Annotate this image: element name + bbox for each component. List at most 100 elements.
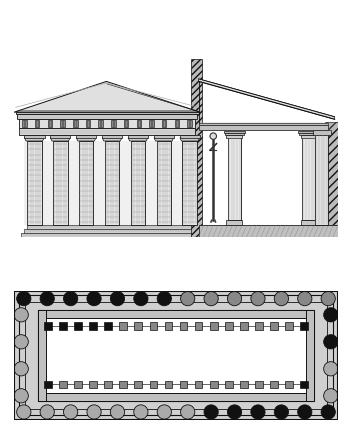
Circle shape bbox=[40, 292, 54, 306]
Circle shape bbox=[157, 405, 171, 419]
Bar bbox=[59, 322, 67, 330]
Bar bbox=[38, 310, 314, 318]
Bar bbox=[102, 135, 122, 138]
Bar bbox=[105, 322, 112, 330]
Circle shape bbox=[157, 292, 171, 306]
Bar bbox=[187, 120, 192, 128]
Polygon shape bbox=[14, 81, 200, 112]
Bar bbox=[128, 135, 148, 138]
Bar bbox=[74, 322, 82, 330]
Bar bbox=[76, 135, 96, 138]
Circle shape bbox=[227, 292, 242, 306]
Bar bbox=[154, 135, 174, 138]
Bar bbox=[27, 225, 325, 229]
Bar bbox=[16, 112, 199, 114]
Bar bbox=[285, 322, 293, 330]
Bar bbox=[60, 120, 65, 128]
Bar bbox=[89, 322, 97, 330]
Bar bbox=[195, 322, 202, 330]
Bar bbox=[300, 322, 308, 330]
Bar bbox=[89, 381, 97, 389]
Bar bbox=[270, 381, 278, 389]
Bar bbox=[38, 392, 314, 401]
Bar bbox=[19, 128, 195, 135]
Bar bbox=[165, 322, 172, 330]
Bar bbox=[150, 322, 157, 330]
Circle shape bbox=[321, 405, 335, 419]
Bar bbox=[199, 122, 328, 125]
Polygon shape bbox=[128, 138, 148, 141]
Bar bbox=[199, 125, 328, 130]
Bar bbox=[255, 381, 263, 389]
Bar bbox=[180, 135, 200, 138]
Circle shape bbox=[324, 335, 338, 349]
Bar bbox=[24, 135, 44, 138]
Bar bbox=[226, 220, 243, 225]
Bar bbox=[73, 120, 77, 128]
Circle shape bbox=[17, 292, 31, 306]
Bar bbox=[149, 120, 154, 128]
Circle shape bbox=[181, 292, 195, 306]
Bar bbox=[240, 322, 247, 330]
Bar bbox=[119, 322, 127, 330]
Circle shape bbox=[298, 292, 312, 306]
Circle shape bbox=[14, 362, 28, 376]
Bar bbox=[240, 381, 247, 389]
Bar bbox=[175, 120, 179, 128]
Circle shape bbox=[134, 292, 148, 306]
Circle shape bbox=[204, 292, 218, 306]
Bar bbox=[298, 131, 319, 132]
Circle shape bbox=[274, 405, 289, 419]
Bar bbox=[19, 119, 195, 128]
Bar bbox=[210, 381, 218, 389]
Circle shape bbox=[251, 405, 265, 419]
Bar bbox=[20, 233, 332, 237]
Circle shape bbox=[251, 292, 265, 306]
Bar bbox=[226, 135, 243, 138]
Polygon shape bbox=[50, 138, 70, 141]
Bar bbox=[44, 381, 52, 389]
Bar bbox=[313, 130, 331, 135]
Bar bbox=[24, 229, 328, 233]
Circle shape bbox=[110, 292, 125, 306]
Circle shape bbox=[181, 405, 195, 419]
Bar bbox=[86, 120, 90, 128]
Circle shape bbox=[63, 292, 78, 306]
Bar bbox=[199, 225, 338, 237]
Bar bbox=[165, 381, 172, 389]
Bar bbox=[300, 381, 308, 389]
Circle shape bbox=[227, 405, 242, 419]
Circle shape bbox=[110, 405, 125, 419]
Bar bbox=[162, 120, 166, 128]
Bar bbox=[44, 322, 52, 330]
Polygon shape bbox=[76, 138, 96, 141]
Circle shape bbox=[14, 389, 28, 403]
Bar bbox=[190, 59, 202, 237]
Bar bbox=[48, 120, 52, 128]
Bar bbox=[59, 381, 67, 389]
Bar bbox=[119, 381, 127, 389]
Circle shape bbox=[87, 405, 101, 419]
Bar bbox=[225, 322, 233, 330]
Bar bbox=[111, 120, 116, 128]
Bar bbox=[302, 135, 315, 220]
Bar bbox=[306, 310, 314, 401]
Bar bbox=[195, 381, 202, 389]
Circle shape bbox=[204, 405, 218, 419]
Bar bbox=[285, 381, 293, 389]
Bar bbox=[137, 120, 141, 128]
Circle shape bbox=[134, 405, 148, 419]
Bar bbox=[224, 131, 245, 132]
Bar bbox=[35, 120, 39, 128]
Bar bbox=[225, 381, 233, 389]
Polygon shape bbox=[154, 138, 174, 141]
Bar bbox=[315, 135, 328, 225]
Bar bbox=[24, 141, 189, 225]
Bar bbox=[180, 322, 187, 330]
Circle shape bbox=[40, 405, 54, 419]
Bar bbox=[38, 310, 46, 401]
Circle shape bbox=[298, 405, 312, 419]
Circle shape bbox=[87, 292, 101, 306]
Bar bbox=[325, 121, 338, 225]
Bar bbox=[182, 141, 197, 225]
